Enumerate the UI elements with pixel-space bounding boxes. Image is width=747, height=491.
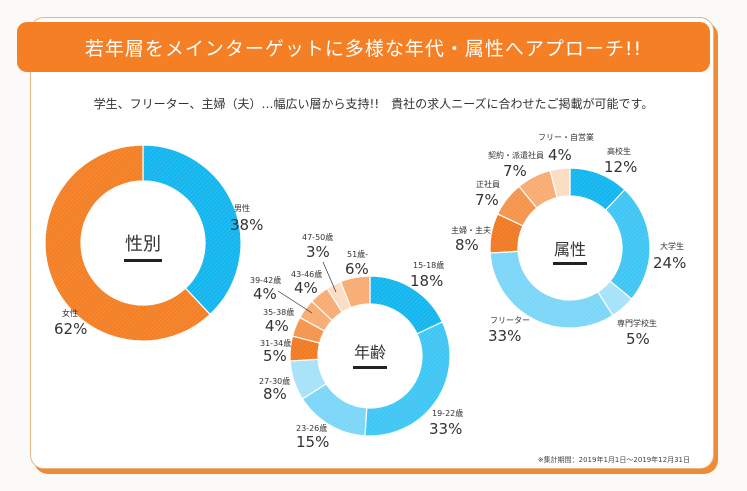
- age-slice-hatch-9: [327, 281, 351, 313]
- attribute-slice-hatch-4: [490, 251, 613, 328]
- age-value-27-30: 8%: [263, 385, 287, 403]
- age-leader-47-50: [322, 261, 337, 293]
- age-label-51-plus: 51歳-: [347, 249, 368, 259]
- age-donut-chart: [289, 275, 451, 437]
- header-banner: 若年層をメインターゲットに多様な年代・属性へアプローチ!!: [17, 22, 710, 72]
- age-label-47-50: 47-50歳: [302, 232, 333, 242]
- age-value-51-plus: 6%: [345, 260, 369, 278]
- age-label-31-34: 31-34歳: [260, 338, 291, 348]
- age-value-47-50: 3%: [306, 243, 330, 261]
- age-value-19-22: 33%: [429, 420, 462, 438]
- age-slice-hatch-10: [340, 276, 370, 308]
- attr-value-university: 24%: [653, 254, 686, 272]
- age-value-15-18: 18%: [410, 272, 443, 290]
- age-slice-hatch-7: [299, 301, 333, 331]
- attr-label-highschool: 高校生: [607, 146, 631, 156]
- age-slice-hatch-8: [311, 288, 343, 321]
- age-value-39-42: 4%: [253, 285, 277, 303]
- age-slice-hatch-4: [290, 359, 327, 399]
- age-value-43-46: 4%: [294, 279, 318, 297]
- subtitle: 学生、フリーター、主婦（夫）…幅広い層から支持!! 貴社の求人ニーズに合わせたご…: [93, 97, 654, 111]
- age-slice-hatch-3: [302, 383, 367, 436]
- gender-value-male: 38%: [230, 216, 263, 234]
- age-slice-hatch-6: [292, 317, 325, 344]
- age-label-39-42: 39-42歳: [250, 275, 281, 285]
- attr-value-highschool: 12%: [604, 158, 637, 176]
- age-value-31-34: 5%: [263, 347, 287, 365]
- age-title-underline: [353, 366, 387, 369]
- attribute-slice-hatch-8: [550, 168, 570, 198]
- page-title: 若年層をメインターゲットに多様な年代・属性へアプローチ!!: [84, 37, 643, 60]
- attribute-slice-hatch-3: [597, 281, 632, 316]
- age-slice-hatch-2: [364, 321, 451, 436]
- attr-label-freeter: フリーター: [490, 316, 530, 325]
- attr-value-freeter: 33%: [488, 327, 521, 345]
- attribute-donut-chart: [489, 167, 651, 329]
- gender-label-male: 男性: [234, 203, 250, 213]
- age-value-35-38: 4%: [265, 317, 289, 335]
- gender-value-female: 62%: [54, 320, 87, 338]
- attr-label-freelance: フリー・自営業: [538, 132, 594, 142]
- attr-value-vocational: 5%: [626, 330, 650, 348]
- attr-value-contract: 7%: [503, 162, 527, 180]
- attr-label-contract: 契約・派遣社員: [488, 150, 544, 160]
- attribute-slice-hatch-1: [570, 168, 625, 211]
- attribute-slice-hatch-2: [605, 189, 651, 299]
- age-value-23-26: 15%: [296, 433, 329, 451]
- gender-slice-hatch-1: [143, 145, 241, 315]
- age-slice-hatch-5: [289, 336, 320, 362]
- attr-label-homemaker: 主婦・主夫: [451, 225, 491, 235]
- content-card: [30, 17, 714, 469]
- gender-title-underline: [124, 259, 162, 262]
- attribute-slice-hatch-7: [519, 170, 558, 208]
- attr-label-vocational: 専門学校生: [617, 318, 657, 328]
- age-slice-hatch-1: [370, 276, 443, 334]
- attribute-chart-title: 属性: [554, 240, 586, 259]
- footnote: ※集計期間：2019年1月1日～2019年12月31日: [537, 456, 690, 464]
- gender-label-female: 女性: [62, 308, 78, 318]
- age-label-43-46: 43-46歳: [291, 269, 322, 279]
- attribute-slice-hatch-5: [490, 213, 523, 254]
- age-label-19-22: 19-22歳: [432, 408, 463, 418]
- gender-chart-title: 性別: [125, 234, 161, 255]
- attr-value-freelance: 4%: [548, 146, 572, 164]
- gender-donut-chart: [44, 144, 242, 342]
- age-chart-title: 年齢: [354, 343, 386, 362]
- age-label-23-26: 23-26歳: [296, 423, 327, 433]
- age-label-35-38: 35-38歳: [263, 307, 294, 317]
- age-leader-39-42: [277, 290, 313, 314]
- age-label-27-30: 27-30歳: [259, 376, 290, 386]
- attr-value-fulltime: 7%: [475, 191, 499, 209]
- gender-slice-hatch-2: [44, 145, 211, 341]
- attr-label-university: 大学生: [660, 241, 684, 251]
- age-label-15-18: 15-18歳: [413, 260, 444, 270]
- attr-value-homemaker: 8%: [455, 236, 479, 254]
- attribute-title-underline: [553, 262, 587, 265]
- attr-label-fulltime: 正社員: [476, 179, 500, 189]
